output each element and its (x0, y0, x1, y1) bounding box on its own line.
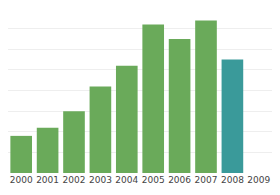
svg-text:2001: 2001 (36, 175, 59, 185)
svg-text:2000: 2000 (10, 175, 33, 185)
svg-text:2008: 2008 (221, 175, 244, 185)
svg-text:2009: 2009 (247, 175, 270, 185)
svg-text:2004: 2004 (115, 175, 138, 185)
svg-text:2007: 2007 (195, 175, 218, 185)
svg-text:2002: 2002 (63, 175, 86, 185)
svg-text:2003: 2003 (89, 175, 112, 185)
svg-text:2006: 2006 (168, 175, 191, 185)
svg-text:2005: 2005 (142, 175, 165, 185)
